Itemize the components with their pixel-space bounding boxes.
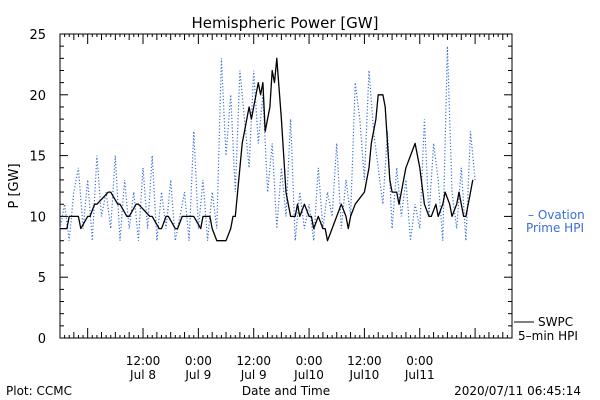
plot-credit: Plot: CCMC <box>6 384 72 398</box>
chart-title: Hemispheric Power [GW] <box>192 14 379 32</box>
x-axis-label: Date and Time <box>242 384 330 398</box>
series-swpc-hpi <box>60 57 474 242</box>
y-axis-label: P [GW] <box>7 163 22 208</box>
plot-timestamp: 2020/07/11 06:45:14 <box>454 384 581 398</box>
legend-ovation-line2: Prime HPI <box>526 221 584 235</box>
x-tick-label-time: 12:00 <box>236 354 271 368</box>
x-tick-label-date: Jul11 <box>404 368 435 382</box>
legend-ovation-line1: – Ovation <box>528 208 585 222</box>
x-tick-label-time: 12:00 <box>126 354 161 368</box>
x-tick-label-date: Jul 9 <box>184 368 211 382</box>
y-tick-label: 20 <box>29 89 46 104</box>
x-tick-label-date: Jul 9 <box>240 368 267 382</box>
x-tick-label-time: 12:00 <box>347 354 382 368</box>
y-axis-labels: 0 5 10 15 20 25 <box>29 28 46 347</box>
y-tick-label: 10 <box>29 210 46 225</box>
x-tick-label-time: 0:00 <box>296 354 323 368</box>
legend-swpc-line2: 5–min HPI <box>518 329 578 343</box>
legend-swpc-line1: SWPC <box>538 315 573 329</box>
series-ovation-prime-hpi <box>59 46 476 241</box>
x-tick-label-date: Jul 8 <box>129 368 156 382</box>
y-tick-label: 15 <box>29 150 46 165</box>
x-tick-label-time: 0:00 <box>185 354 212 368</box>
y-axis-ticks <box>60 33 512 339</box>
x-tick-label-time: 0:00 <box>406 354 433 368</box>
y-tick-label: 25 <box>29 28 46 43</box>
x-axis-ticks <box>59 34 513 338</box>
y-tick-label: 5 <box>38 271 46 286</box>
y-tick-label: 0 <box>38 332 46 347</box>
x-tick-label-date: Jul10 <box>349 368 380 382</box>
x-tick-label-date: Jul10 <box>293 368 324 382</box>
